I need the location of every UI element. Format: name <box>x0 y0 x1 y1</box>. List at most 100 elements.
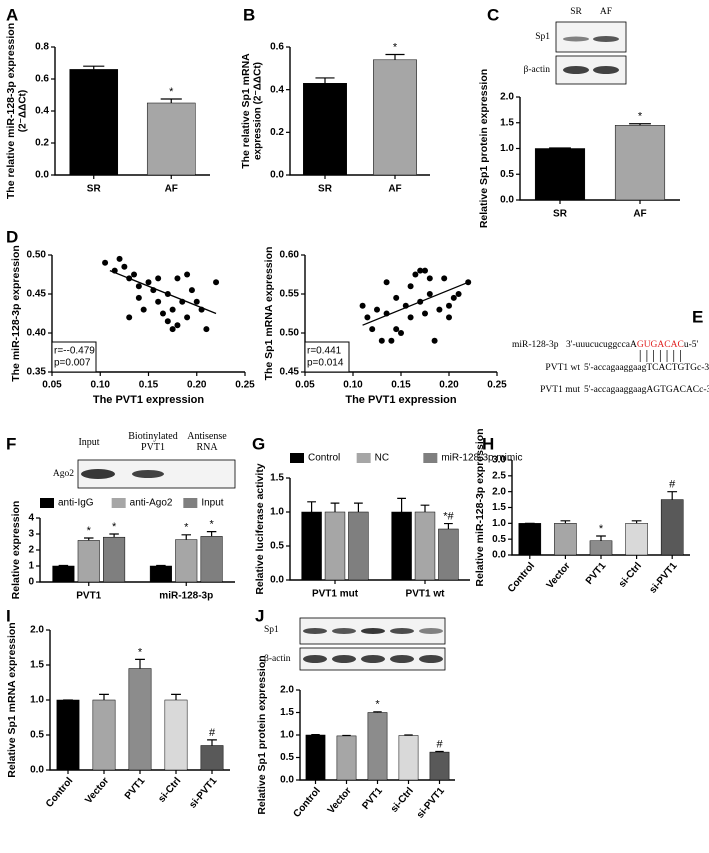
point <box>417 267 424 274</box>
legend-swatch <box>111 498 126 508</box>
point <box>121 263 128 270</box>
blot-band <box>563 36 589 42</box>
error-bar <box>444 522 453 529</box>
bar <box>301 511 322 581</box>
legend-swatch <box>356 453 371 463</box>
lane-label: Biotinylated PVT1 <box>128 431 178 453</box>
point <box>169 326 176 333</box>
x-axis-label: The PVT1 expression <box>345 394 457 406</box>
bar <box>69 69 119 176</box>
point <box>159 310 166 317</box>
error-bar <box>629 123 651 126</box>
y-tick-label: 3.0 <box>492 455 506 466</box>
wt-seq: 5'-accagaaggaagTCACTGTGc-3' <box>584 363 709 373</box>
significance: * <box>638 111 643 123</box>
error-bar <box>549 147 571 149</box>
y-tick-label: 1.0 <box>500 143 514 154</box>
point <box>145 279 152 286</box>
y-tick-label: 0.0 <box>270 170 284 181</box>
point <box>383 279 390 286</box>
point <box>131 271 138 278</box>
stats-p: p=0.007 <box>54 358 91 369</box>
bar <box>429 751 450 781</box>
point <box>188 287 195 294</box>
significance: # <box>436 738 443 750</box>
y-tick-label: 0.0 <box>30 765 44 776</box>
y-tick-label: 1.5 <box>500 117 514 128</box>
legend-label: Control <box>308 453 340 464</box>
y-tick-label: 2.0 <box>492 486 506 497</box>
x-tick-label: 0.20 <box>439 380 459 391</box>
bar <box>200 536 223 583</box>
point <box>393 326 400 333</box>
x-tick-label: Control <box>506 560 537 594</box>
y-tick-label: 1.0 <box>492 518 506 529</box>
error-bar <box>667 491 678 500</box>
y-tick-label: 0.6 <box>270 42 284 53</box>
panel-label: B <box>243 5 255 24</box>
error-bar <box>135 658 145 669</box>
bar <box>77 540 100 583</box>
y-tick-label: 0.0 <box>280 775 294 786</box>
bar <box>56 699 80 771</box>
point <box>393 294 400 301</box>
lane-label: AF <box>600 7 612 17</box>
blot-band <box>303 628 327 634</box>
y-tick-label: 0.5 <box>500 169 514 180</box>
point <box>450 294 457 301</box>
y-tick-label: 0.55 <box>280 289 300 300</box>
y-tick-label: 0.5 <box>270 541 284 552</box>
point <box>184 314 191 321</box>
bar <box>660 499 684 556</box>
bar <box>200 745 224 771</box>
bar <box>534 148 586 201</box>
y-axis-label: Relative expression <box>10 501 22 600</box>
bar <box>367 712 388 781</box>
blot-band <box>361 628 385 634</box>
y-axis-unit: (2⁻ΔΔCt) <box>18 90 29 132</box>
panel-label: D <box>6 227 18 246</box>
y-tick-label: 1.5 <box>280 707 294 718</box>
x-tick-label: 0.20 <box>187 380 207 391</box>
x-tick-label: 0.25 <box>487 380 507 391</box>
panel-label: E <box>692 307 703 326</box>
x-tick-label: PVT1 wt <box>406 589 446 600</box>
x-tick-label: SR <box>553 209 568 220</box>
blot-band <box>419 628 443 634</box>
x-tick-label: PVT1 <box>123 775 148 802</box>
point <box>135 283 142 290</box>
y-axis-label: The relative miR-128-3p expression <box>5 23 17 199</box>
blot-band <box>332 655 356 663</box>
mirna-name: miR-128-3p <box>512 340 559 350</box>
x-tick-label: SR <box>318 184 333 195</box>
blot-band <box>332 628 356 634</box>
blot-band <box>81 469 115 479</box>
error-bar <box>160 98 182 103</box>
point <box>431 337 438 344</box>
significance: * <box>209 519 214 531</box>
legend-swatch <box>290 453 304 463</box>
mirna-seq: u-5' <box>684 340 699 350</box>
bar <box>164 699 188 771</box>
bar <box>92 699 116 771</box>
y-tick-label: 0.45 <box>27 289 47 300</box>
y-tick-label: 1.0 <box>30 695 44 706</box>
point <box>422 310 428 317</box>
point <box>193 298 200 305</box>
y-tick-label: 0.45 <box>280 367 300 378</box>
error-bar <box>171 693 181 700</box>
point <box>407 283 414 290</box>
point <box>388 337 395 344</box>
significance: # <box>209 727 216 739</box>
x-tick-label: Control <box>292 785 323 819</box>
point <box>174 275 181 282</box>
point <box>155 298 162 305</box>
x-tick-label: SR <box>87 184 102 195</box>
sequence-line: miR-128-3p 3'-uuucucuggccaAGUGACACu-5' <box>512 340 698 350</box>
x-tick-label: 0.15 <box>391 380 411 391</box>
significance: * <box>599 523 604 535</box>
mirna-seq: 3'-uuucucuggccaA <box>566 340 637 350</box>
x-tick-label: PVT1 <box>360 785 385 812</box>
y-axis-label: Relative Sp1 protein expression <box>256 655 268 814</box>
legend-label: Input <box>201 498 223 509</box>
